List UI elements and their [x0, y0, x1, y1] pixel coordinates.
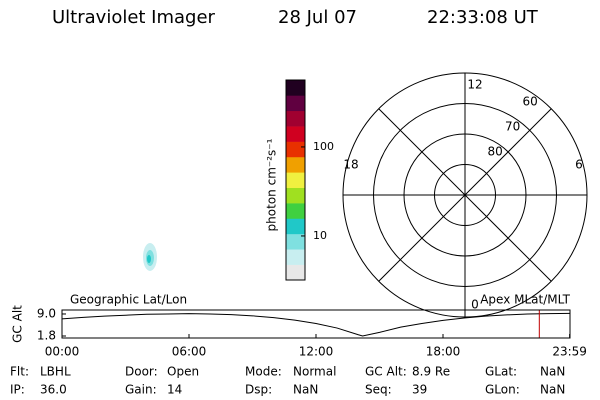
info-label: GLat:: [485, 365, 517, 379]
colorbar-tick-label: 10: [313, 229, 327, 242]
info-value: Open: [167, 365, 199, 379]
instrument: Ultraviolet Imager: [52, 7, 216, 28]
altitude-line: [61, 312, 571, 337]
info-label: GLon:: [485, 383, 520, 397]
info-value: NaN: [540, 383, 565, 397]
blob-core: [147, 255, 151, 263]
colorbar-band: [286, 95, 305, 112]
info-value: Normal: [293, 365, 336, 379]
polar-ring-label: 80: [487, 144, 502, 158]
y-tick-label: 1.8: [37, 329, 56, 343]
info-label: Gain:: [125, 383, 157, 397]
colorbar-tick-label: 100: [313, 140, 334, 153]
polar-hour-label: 0: [471, 298, 479, 312]
colorbar-band: [286, 156, 305, 173]
colorbar-band: [286, 80, 305, 96]
polar-hour-label: 6: [575, 158, 583, 172]
subtitle-left: Geographic Lat/Lon: [70, 293, 187, 307]
colorbar-band: [286, 187, 305, 204]
info-label: IP:: [10, 383, 25, 397]
colorbar-band: [286, 126, 305, 142]
info-value: 36.0: [40, 383, 67, 397]
info-value: 39: [412, 383, 427, 397]
polar-hour-label: 18: [343, 158, 358, 172]
x-tick-label: 18:00: [426, 345, 461, 359]
subtitle-right: Apex MLat/MLT: [480, 293, 570, 307]
info-label: Door:: [125, 365, 158, 379]
y-label: GC Alt: [11, 305, 25, 343]
polar-ring: [373, 103, 557, 287]
colorbar-band: [286, 110, 305, 127]
colorbar-label: photon cm⁻²s⁻¹: [265, 138, 279, 231]
x-tick-label: 00:00: [45, 345, 80, 359]
polar-hour-label: 12: [467, 78, 482, 92]
colorbar-band: [286, 141, 305, 158]
polar-ring-label: 60: [522, 95, 537, 109]
info-label: Dsp:: [245, 383, 272, 397]
plot-frame: [61, 309, 571, 339]
info-label: Flt:: [10, 365, 29, 379]
colorbar-band: [286, 249, 305, 265]
info-value: NaN: [293, 383, 318, 397]
date: 28 Jul 07: [278, 7, 357, 28]
info-label: Mode:: [245, 365, 282, 379]
info-label: Seq:: [365, 383, 392, 397]
info-value: 14: [167, 383, 182, 397]
x-tick-label: 12:00: [299, 345, 334, 359]
colorbar-frame: [285, 79, 306, 281]
image-blob: [143, 243, 157, 271]
time: 22:33:08 UT: [427, 7, 539, 28]
colorbar-band: [286, 218, 305, 235]
polar-ring: [403, 133, 527, 257]
info-value: NaN: [540, 365, 565, 379]
colorbar-band: [286, 264, 305, 281]
colorbar-band: [286, 233, 305, 250]
info-value: LBHL: [40, 365, 71, 379]
colorbar-band: [286, 172, 305, 188]
x-tick-label: 06:00: [172, 345, 207, 359]
colorbar-band: [286, 203, 305, 219]
polar-ring: [434, 164, 496, 226]
polar-ring-label: 70: [505, 120, 520, 134]
y-tick-label: 9.0: [37, 306, 56, 320]
info-label: GC Alt:: [365, 365, 407, 379]
x-tick-label: 23:59: [552, 345, 587, 359]
info-value: 8.9 Re: [412, 365, 450, 379]
